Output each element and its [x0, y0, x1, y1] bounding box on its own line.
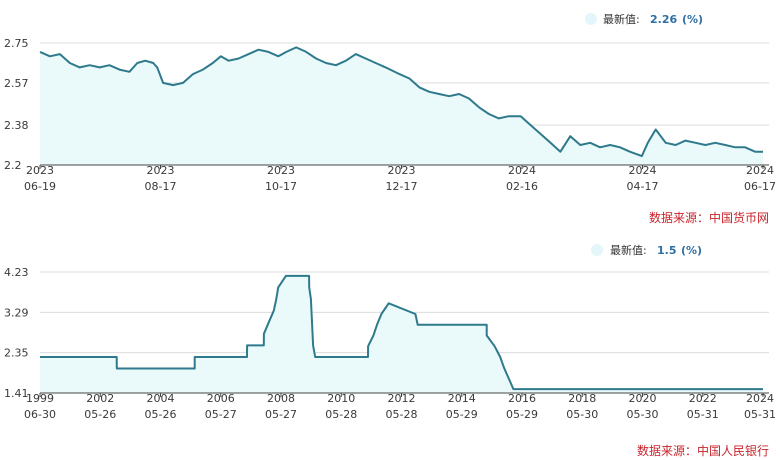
chart-1-legend-unit: (%): [682, 13, 703, 26]
chart-2-x-tick-year: 2014: [448, 392, 476, 405]
chart-1-x-tick-year: 2024: [629, 164, 657, 177]
chart-2-x-tick-date: 05-30: [566, 408, 598, 421]
chart-2-legend: 最新值: 1.5 (%): [591, 243, 702, 257]
chart-2-x-tick-date: 05-27: [265, 408, 297, 421]
chart-1-legend-dot: [585, 13, 597, 25]
chart-2-x-tick-date: 05-31: [687, 408, 719, 421]
chart-2-x-tick-year: 2006: [207, 392, 235, 405]
chart-1-x-tick-year: 2023: [388, 164, 416, 177]
chart-2-x-tick-year: 2022: [689, 392, 717, 405]
chart-1-line: [39, 46, 763, 158]
chart-1-x-tick-date: 06-17: [744, 180, 776, 193]
chart-2-y-axis-labels: 4.23 3.29 2.35 1.41: [4, 266, 29, 400]
chart-2-area: [40, 275, 763, 393]
chart-2-y-tick-label: 1.41: [4, 387, 29, 400]
chart-2-y-tick-label: 2.35: [4, 347, 29, 360]
chart-1-x-tick-year: 2023: [267, 164, 295, 177]
chart-2-x-tick-year: 2010: [327, 392, 355, 405]
chart-2-x-tick-year: 2002: [86, 392, 114, 405]
chart-2-legend-label: 最新值:: [610, 243, 647, 257]
chart-2-x-tick-year: 2008: [267, 392, 295, 405]
chart-1-legend-value: 2.26: [650, 13, 677, 26]
chart-1-x-axis-labels: 2023 06-19 2023 08-17 2023 10-17 2023 12-17 2024…: [24, 164, 776, 193]
chart-1-x-tick-date: 12-17: [386, 180, 418, 193]
chart-1-x-tick-date: 06-19: [24, 180, 56, 193]
chart-1-x-tick-date: 08-17: [145, 180, 177, 193]
chart-2-x-tick-date: 05-29: [446, 408, 478, 421]
chart-1-source: 数据来源：中国货币网: [649, 210, 769, 225]
chart-2-x-tick-date: 05-27: [205, 408, 237, 421]
chart-2-x-tick-date: 05-26: [84, 408, 116, 421]
chart-2-legend-value: 1.5: [657, 244, 677, 257]
chart-2-x-tick-date: 05-28: [325, 408, 357, 421]
chart-2-x-axis-labels: 1999 06-30 2002 05-26 2004 05-26 2006 05-27 2008…: [24, 392, 776, 421]
chart-1-x-tick-date: 04-17: [627, 180, 659, 193]
chart-2-source: 数据来源：中国人民银行: [637, 443, 769, 458]
chart-1-x-tick-year: 2024: [508, 164, 536, 177]
chart-2-x-tick-date: 05-28: [386, 408, 418, 421]
chart-1-x-tick-date: 02-16: [506, 180, 538, 193]
chart-1-y-tick-label: 2.57: [4, 77, 29, 90]
chart-2: 最新值: 1.5 (%) 4.23 3.29 2.35 1.41 1999 06-30 2…: [4, 243, 776, 458]
chart-1-legend: 最新值: 2.26 (%): [585, 12, 703, 26]
chart-2-x-tick-year: 2020: [629, 392, 657, 405]
chart-1-legend-label: 最新值:: [603, 12, 640, 26]
chart-2-x-tick-year: 1999: [26, 392, 54, 405]
chart-2-x-tick-year: 2016: [508, 392, 536, 405]
chart-2-x-tick-year: 2024: [746, 392, 774, 405]
chart-2-legend-unit: (%): [681, 244, 702, 257]
chart-2-x-tick-year: 2004: [147, 392, 175, 405]
chart-1-area: [40, 47, 763, 165]
chart-1-y-tick-label: 2.2: [4, 159, 22, 172]
chart-2-legend-dot: [591, 244, 603, 256]
chart-2-x-tick-year: 2012: [388, 392, 416, 405]
chart-1: 最新值: 2.26 (%) 2.752.572.382.2 202306-192…: [4, 12, 776, 225]
chart-2-x-tick-year: 2018: [568, 392, 596, 405]
chart-1-x-tick-year: 2023: [26, 164, 54, 177]
chart-2-x-tick-date: 05-31: [744, 408, 776, 421]
chart-1-x-tick-date: 10-17: [265, 180, 297, 193]
chart-2-y-tick-label: 4.23: [4, 266, 29, 279]
chart-2-x-tick-date: 06-30: [24, 408, 56, 421]
chart-2-line: [40, 274, 763, 391]
chart-2-x-tick-date: 05-26: [145, 408, 177, 421]
chart-1-y-axis-labels: 2.75 2.57 2.38 2.2: [4, 37, 29, 172]
chart-2-x-tick-date: 05-29: [506, 408, 538, 421]
chart-1-x-tick-year: 2024: [746, 164, 774, 177]
chart-1-x-tick-year: 2023: [147, 164, 175, 177]
chart-2-x-tick-date: 05-30: [627, 408, 659, 421]
chart-2-y-tick-label: 3.29: [4, 306, 29, 319]
chart-1-y-tick-label: 2.38: [4, 119, 29, 132]
chart-1-y-tick-label: 2.75: [4, 37, 29, 50]
